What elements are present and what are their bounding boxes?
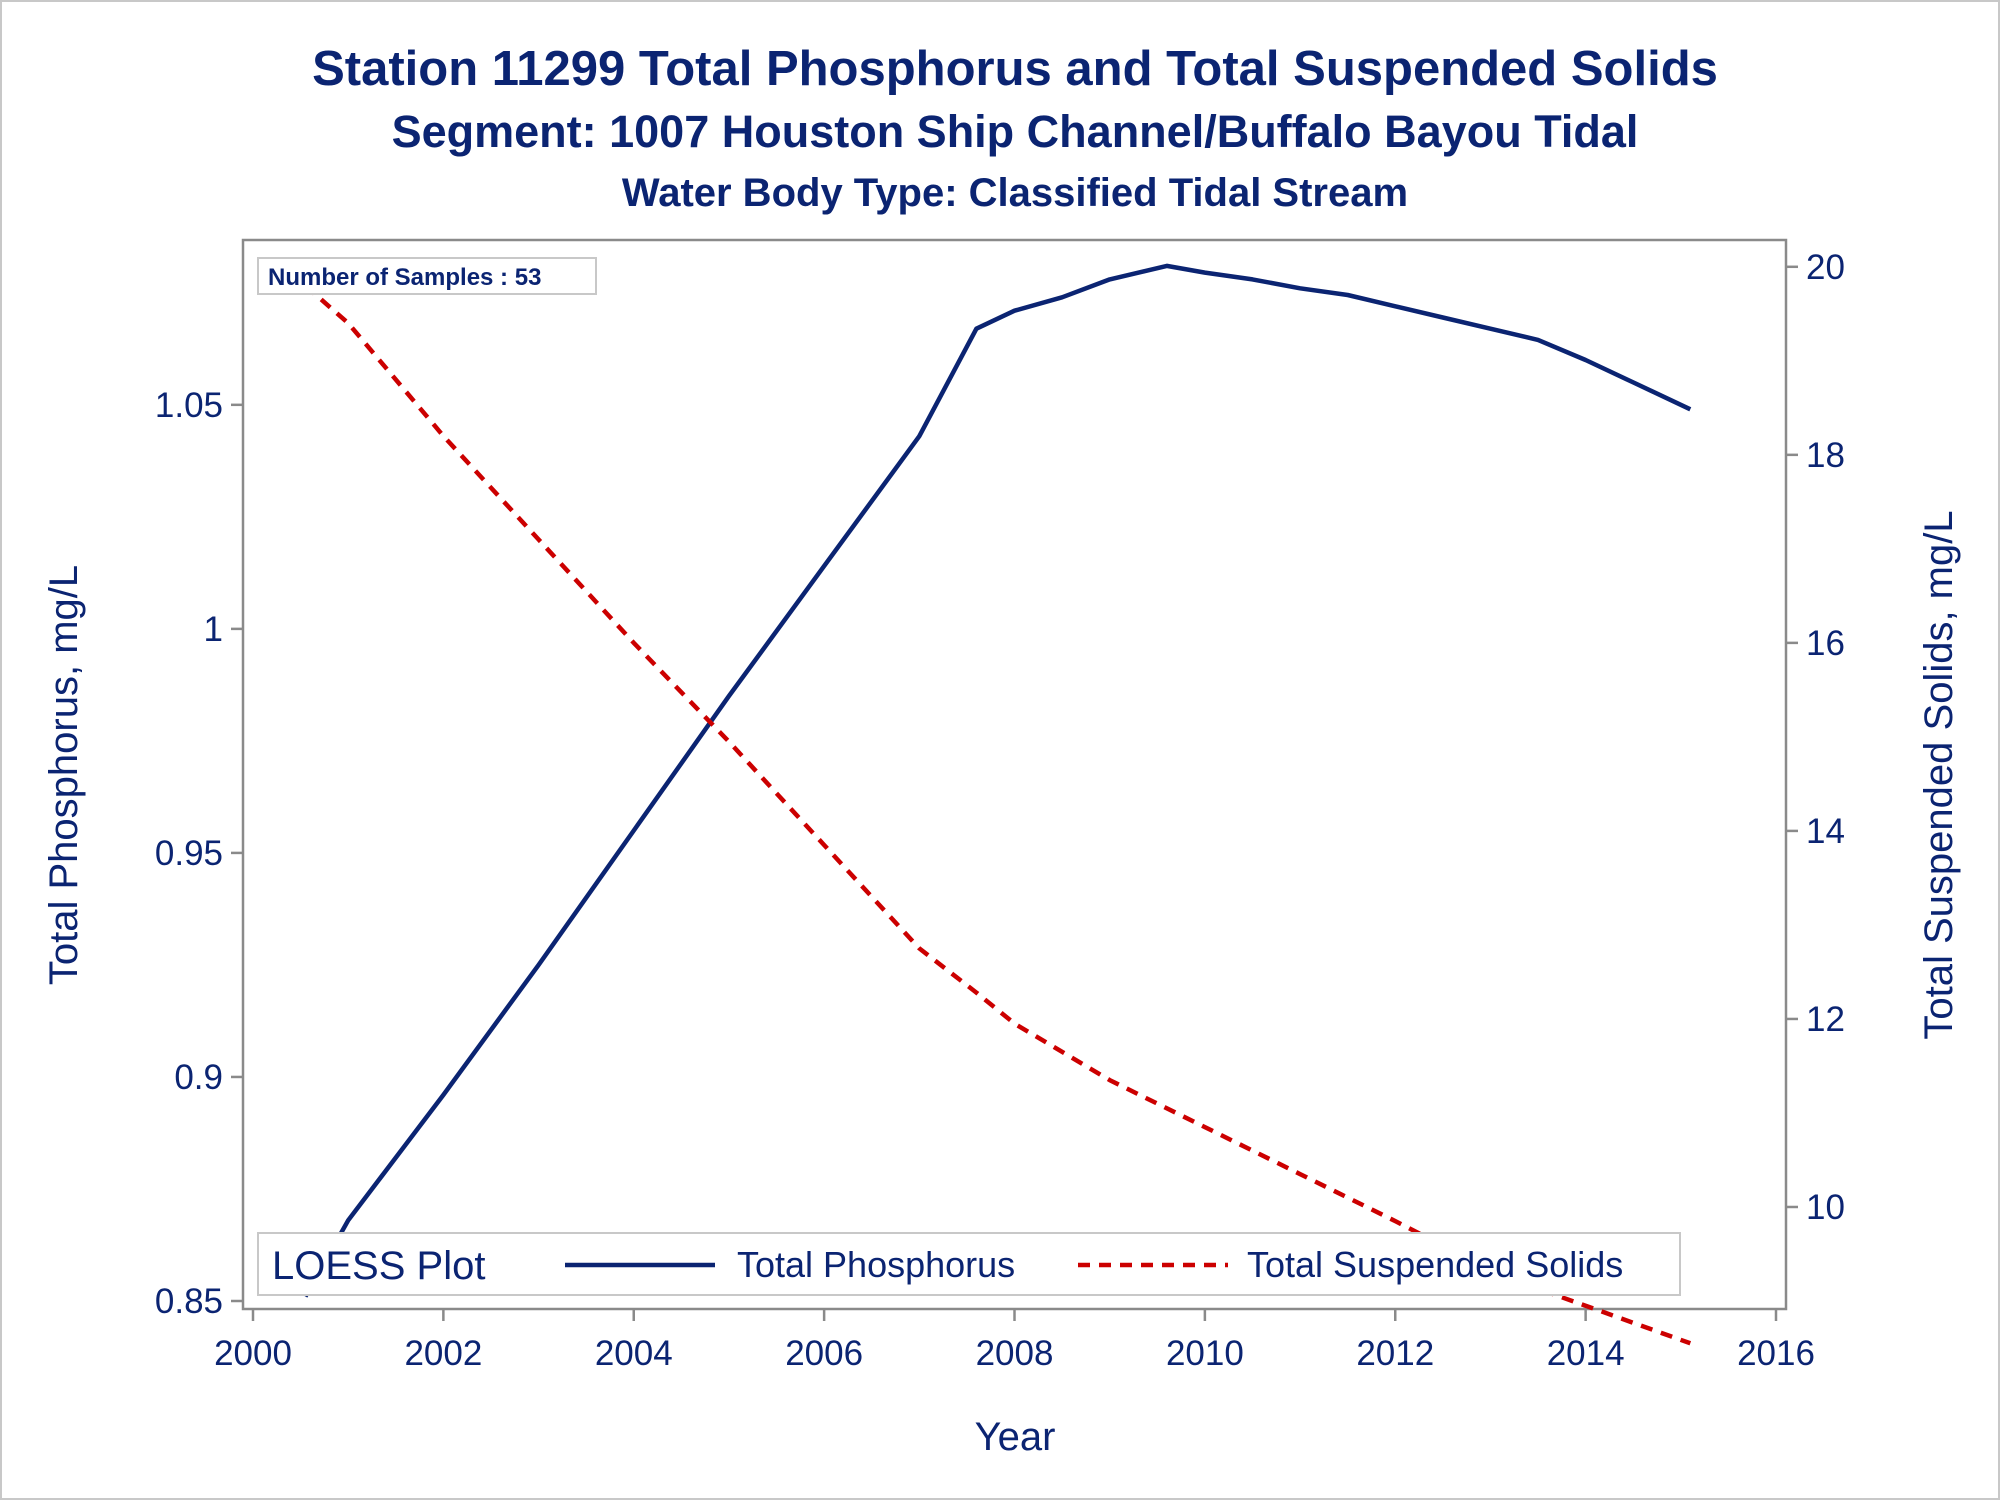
legend-label-total-suspended-solids: Total Suspended Solids: [1247, 1244, 1623, 1285]
y-axis-label-left: Total Phosphorus, mg/L: [42, 565, 86, 985]
y-tick-label-left: 1.05: [155, 386, 223, 425]
x-tick-label: 2016: [1737, 1334, 1815, 1373]
y-tick-label-right: 12: [1806, 1000, 1845, 1039]
legend-title: LOESS Plot: [272, 1244, 485, 1288]
x-axis-label: Year: [975, 1415, 1056, 1459]
series-line-total-phosphorus: [303, 263, 1692, 1298]
x-tick-label: 2012: [1356, 1334, 1434, 1373]
y-tick-label-left: 0.95: [155, 834, 223, 873]
y-tick-label-right: 18: [1806, 436, 1845, 475]
y-tick-label-left: 0.85: [155, 1282, 223, 1321]
x-tick-label: 2014: [1547, 1334, 1625, 1373]
x-tick-label: 2004: [595, 1334, 673, 1373]
plot-area: [241, 238, 1788, 1311]
x-tick-label: 2008: [976, 1334, 1054, 1373]
axis-layer: 2000 2002 2004 2006 2008 2010 2012 2014 20160.85…: [155, 248, 1845, 1373]
chart-subtitle-2: Water Body Type: Classified Tidal Stream: [622, 171, 1408, 215]
y-tick-label-right: 16: [1806, 624, 1845, 663]
y-tick-label-right: 20: [1806, 248, 1845, 287]
sample-count: Number of Samples : 53: [268, 264, 541, 291]
x-tick-label: 2000: [214, 1334, 292, 1373]
x-tick-label: 2006: [785, 1334, 863, 1373]
inset-box: [257, 257, 597, 295]
x-tick-label: 2002: [404, 1334, 482, 1373]
legend-label-total-phosphorus: Total Phosphorus: [737, 1244, 1015, 1285]
y-tick-label-left: 0.9: [174, 1058, 223, 1097]
series-layer: [303, 263, 1692, 1346]
chart-subtitle: Segment: 1007 Houston Ship Channel/Buffa…: [392, 106, 1639, 157]
series-line-total-suspended-solids: [303, 283, 1692, 1346]
chart-title: Station 11299 Total Phosphorus and Total…: [312, 42, 1718, 96]
legend-box: [257, 1232, 1681, 1296]
y-axis-label-right: Total Suspended Solids, mg/L: [1917, 510, 1961, 1039]
y-tick-label-left: 1: [204, 610, 223, 649]
y-tick-label-right: 14: [1806, 812, 1845, 851]
x-tick-label: 2010: [1166, 1334, 1244, 1373]
y-tick-label-right: 10: [1806, 1188, 1845, 1227]
